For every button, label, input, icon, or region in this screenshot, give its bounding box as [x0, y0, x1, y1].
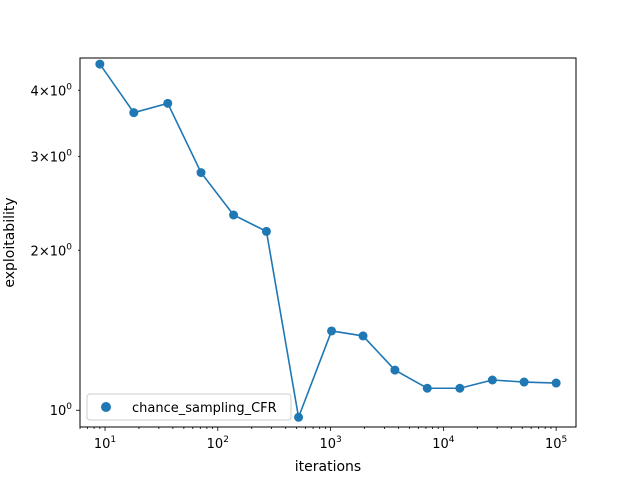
y-tick-label: 3×100: [31, 149, 73, 166]
legend-entry-label: chance_sampling_CFR: [132, 401, 277, 416]
data-point: [129, 108, 139, 118]
data-point: [487, 375, 497, 385]
data-point: [327, 326, 337, 336]
series-layer: [95, 59, 561, 422]
data-point: [390, 365, 400, 375]
data-point: [261, 226, 271, 236]
x-axis-label: iterations: [295, 459, 361, 475]
y-tick-label: 4×100: [31, 82, 73, 99]
x-tick-label: 105: [545, 435, 567, 452]
data-point: [196, 168, 206, 178]
data-point: [163, 98, 173, 108]
y-tick-label: 2×100: [31, 242, 73, 259]
data-point: [358, 331, 368, 341]
data-point: [95, 59, 105, 69]
data-point: [551, 378, 561, 388]
data-point: [455, 383, 465, 393]
data-point: [294, 412, 304, 422]
data-point: [519, 377, 529, 387]
data-point: [229, 210, 239, 220]
y-axis: 100 2×100 3×100 4×100: [31, 82, 80, 419]
x-tick-label: 101: [94, 435, 116, 452]
legend-box: [86, 393, 292, 421]
data-point: [422, 383, 432, 393]
x-tick-label: 104: [432, 435, 455, 452]
x-tick-label: 103: [319, 435, 341, 452]
y-axis-label: exploitability: [2, 197, 18, 287]
axes-frame: [79, 57, 577, 428]
legend-marker: [101, 402, 111, 412]
x-tick-label: 102: [207, 435, 229, 452]
y-tick-label: 100: [50, 402, 73, 419]
x-axis: 101 102 103 104 105: [79, 427, 567, 452]
legend: chance_sampling_CFR: [86, 393, 292, 421]
